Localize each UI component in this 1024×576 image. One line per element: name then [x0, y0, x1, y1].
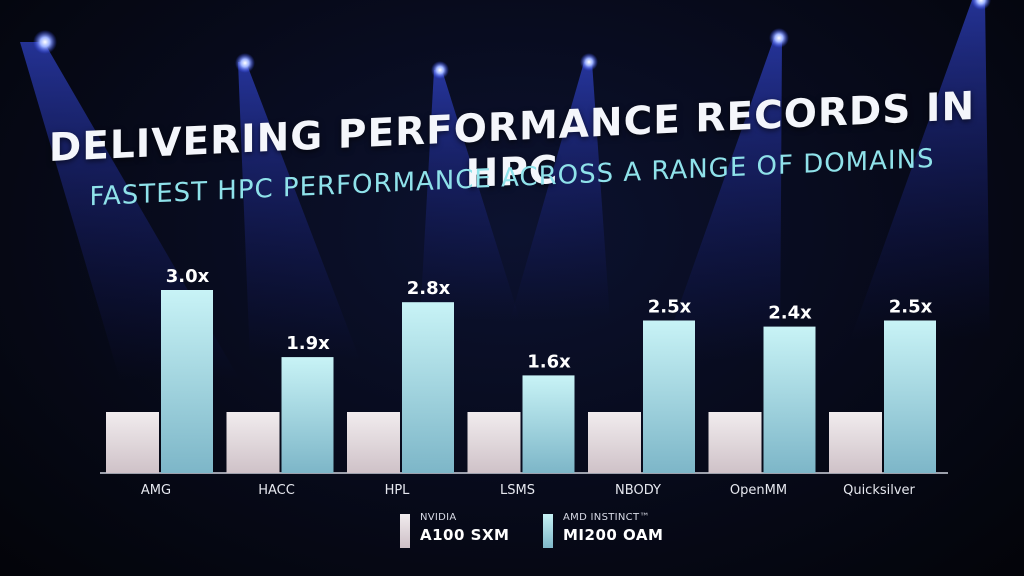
- data-label-nbody: 2.5x: [648, 297, 692, 318]
- bar-nvidia-hacc: [226, 412, 280, 473]
- bar-amd-quicksilver: [884, 320, 936, 473]
- bar-nvidia-quicksilver: [829, 412, 882, 473]
- x-tick-label-lsms: LSMS: [500, 483, 535, 498]
- legend-nvidia: NVIDIA A100 SXM: [400, 512, 509, 552]
- bar-amd-openmm: [763, 326, 816, 473]
- data-label-quicksilver: 2.5x: [889, 297, 933, 318]
- data-label-hpl: 2.8x: [407, 278, 451, 299]
- x-tick-label-hpl: HPL: [385, 483, 411, 498]
- legend-amd: AMD INSTINCT™ MI200 OAM: [543, 512, 663, 552]
- x-tick-label-quicksilver: Quicksilver: [843, 483, 915, 498]
- legend-swatch-amd: [543, 514, 553, 548]
- data-label-openmm: 2.4x: [768, 303, 812, 324]
- legend-product-amd: MI200 OAM: [563, 526, 664, 544]
- bar-amd-nbody: [643, 320, 695, 473]
- x-tick-label-hacc: HACC: [258, 483, 295, 498]
- x-tick-label-nbody: NBODY: [615, 483, 661, 498]
- bar-amd-hacc: [281, 357, 334, 473]
- bar-nvidia-openmm: [708, 412, 762, 473]
- bar-amd-lsms: [522, 375, 575, 473]
- data-label-amg: 3.0x: [166, 266, 210, 287]
- bar-nvidia-hpl: [347, 412, 400, 473]
- legend-brand-nvidia: NVIDIA: [420, 512, 457, 523]
- legend-swatch-nvidia: [400, 514, 410, 548]
- bar-amd-amg: [161, 290, 213, 473]
- bar-nvidia-nbody: [588, 412, 641, 473]
- x-tick-label-amg: AMG: [141, 483, 171, 498]
- bar-nvidia-amg: [106, 412, 159, 473]
- data-label-lsms: 1.6x: [527, 351, 571, 372]
- data-label-hacc: 1.9x: [286, 333, 330, 354]
- x-tick-label-openmm: OpenMM: [730, 483, 787, 498]
- legend-product-nvidia: A100 SXM: [420, 526, 510, 544]
- bar-amd-hpl: [402, 302, 454, 473]
- bar-nvidia-lsms: [467, 412, 521, 473]
- legend-brand-amd: AMD INSTINCT™: [563, 512, 650, 523]
